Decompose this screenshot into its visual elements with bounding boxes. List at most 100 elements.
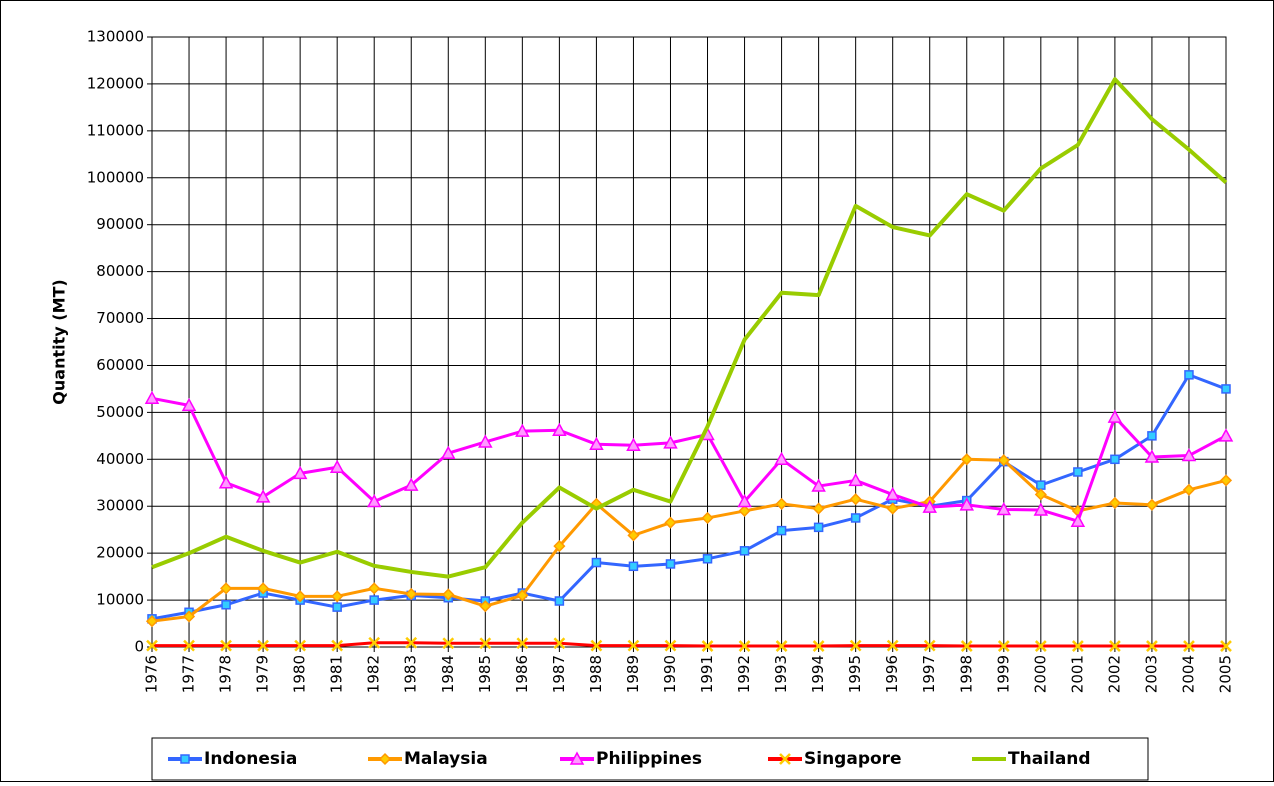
marker	[294, 590, 307, 603]
y-tick-label: 50000	[96, 403, 144, 421]
marker	[997, 454, 1010, 467]
x-tick-label: 1988	[587, 655, 605, 693]
marker	[221, 600, 231, 610]
marker	[739, 546, 750, 556]
marker	[552, 422, 567, 436]
y-tick-label: 40000	[96, 450, 144, 468]
marker	[329, 459, 345, 474]
marker	[627, 529, 640, 542]
legend-label: Singapore	[804, 749, 902, 769]
marker	[180, 754, 190, 764]
x-tick-label: 1984	[439, 655, 457, 693]
x-tick-label: 1987	[550, 655, 568, 693]
marker	[811, 478, 826, 492]
x-tick-label: 2001	[1068, 655, 1086, 693]
marker	[182, 610, 196, 623]
marker	[922, 499, 937, 513]
marker	[960, 453, 973, 466]
marker	[405, 587, 418, 601]
marker	[181, 397, 197, 412]
marker	[1109, 640, 1121, 652]
marker	[368, 582, 381, 595]
marker	[664, 639, 677, 652]
marker	[478, 434, 493, 448]
marker	[885, 486, 900, 501]
x-tick-label: 1996	[883, 655, 901, 693]
marker	[255, 489, 271, 503]
marker	[257, 582, 270, 595]
marker	[1182, 483, 1196, 496]
marker	[701, 640, 714, 652]
series-line	[152, 641, 1226, 648]
marker	[589, 436, 604, 451]
marker	[776, 525, 787, 536]
marker	[1036, 480, 1046, 490]
legend-label: Indonesia	[204, 749, 297, 769]
marker	[1181, 447, 1197, 462]
marker	[441, 445, 456, 459]
marker	[959, 497, 975, 511]
marker	[1220, 640, 1232, 652]
marker	[553, 637, 566, 650]
marker	[331, 590, 344, 603]
marker	[664, 516, 677, 529]
marker	[1219, 474, 1233, 487]
x-tick-label: 1995	[846, 655, 864, 693]
y-axis-title: Quantity (MT)	[50, 279, 69, 404]
y-tick-label: 30000	[96, 497, 144, 515]
marker	[886, 502, 899, 515]
marker	[1110, 454, 1120, 465]
marker	[442, 588, 455, 601]
marker	[1145, 498, 1158, 511]
x-tick-label: 1998	[957, 655, 975, 693]
marker	[403, 477, 419, 491]
marker	[183, 639, 195, 652]
x-tick-label: 2000	[1031, 655, 1049, 693]
y-tick-label: 120000	[87, 74, 144, 92]
marker	[1070, 513, 1086, 527]
marker	[332, 602, 342, 612]
x-tick-label: 1993	[772, 655, 790, 693]
marker	[848, 472, 863, 487]
marker	[479, 600, 492, 613]
x-tick-label: 2004	[1179, 655, 1197, 693]
marker	[554, 596, 565, 606]
y-tick-label: 20000	[96, 544, 144, 562]
marker	[145, 615, 159, 628]
legend-label: Malaysia	[404, 749, 488, 769]
legend-label: Philippines	[596, 749, 702, 769]
x-tick-label: 1983	[402, 655, 420, 693]
marker	[812, 640, 825, 652]
marker	[1073, 467, 1083, 477]
marker	[1183, 640, 1195, 652]
marker	[779, 753, 791, 765]
x-tick-label: 1981	[328, 655, 346, 693]
x-tick-label: 1980	[291, 655, 309, 693]
marker	[923, 639, 936, 652]
x-tick-label: 1994	[809, 655, 827, 693]
marker	[479, 637, 492, 650]
x-tick-label: 1979	[254, 655, 272, 693]
series-line	[151, 396, 1227, 523]
x-tick-label: 1978	[217, 655, 235, 693]
marker	[146, 639, 158, 652]
y-tick-label: 60000	[96, 356, 144, 374]
marker	[368, 636, 381, 649]
marker	[331, 639, 344, 652]
marker	[737, 493, 752, 508]
marker	[774, 451, 789, 466]
marker	[813, 522, 824, 533]
series-line	[151, 457, 1227, 623]
x-tick-label: 1989	[624, 655, 642, 693]
marker	[1147, 431, 1157, 441]
marker	[738, 504, 751, 517]
x-tick-label: 1986	[513, 655, 531, 693]
marker	[1034, 640, 1047, 652]
marker	[850, 513, 861, 523]
marker	[553, 540, 566, 553]
plot-area	[151, 36, 1227, 648]
marker	[516, 589, 529, 602]
marker	[220, 582, 233, 595]
